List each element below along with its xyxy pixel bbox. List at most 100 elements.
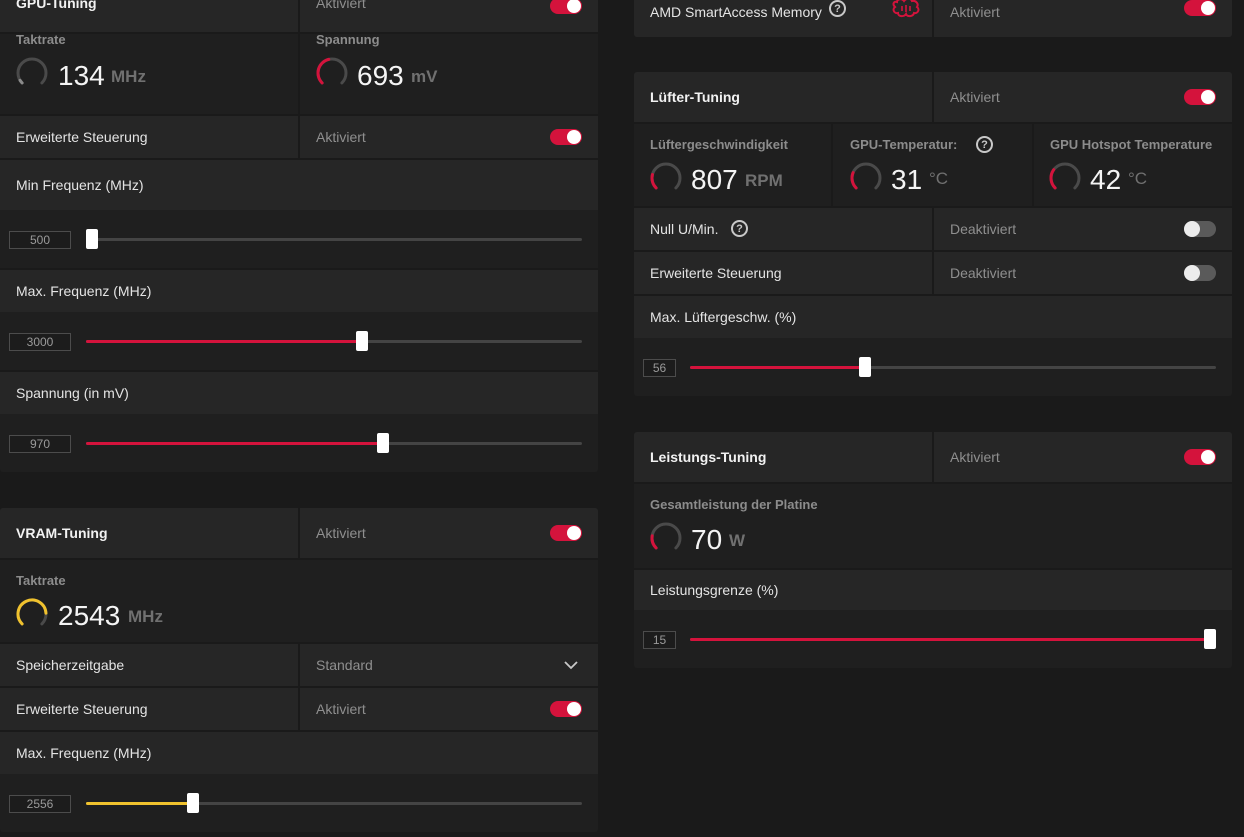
gpu-advanced-state: Aktiviert bbox=[316, 129, 366, 145]
board-power-gauge bbox=[650, 522, 682, 550]
gpu-tuning-state: Aktiviert bbox=[316, 0, 366, 11]
board-power-unit: W bbox=[729, 531, 746, 550]
gpu-advanced-toggle[interactable] bbox=[550, 129, 582, 145]
gpu-advanced-row: Erweiterte Steuerung Aktiviert bbox=[0, 116, 598, 158]
max-fan-thumb[interactable] bbox=[858, 357, 871, 377]
power-tuning-state: Aktiviert bbox=[950, 449, 1000, 465]
gauge-track bbox=[650, 162, 682, 190]
smart-access-toggle[interactable] bbox=[1184, 0, 1216, 16]
gpu-max-freq-slider-row: 3000 bbox=[0, 312, 598, 370]
gauge-fill bbox=[650, 534, 658, 550]
vram-memory-timing-dropdown[interactable]: Standard bbox=[300, 644, 598, 686]
vram-clock-title: Taktrate bbox=[16, 573, 66, 588]
fan-metrics-row: Lüftergeschwindigkeit 807 RPM GPU-Temper… bbox=[634, 124, 1232, 206]
gpu-clock-value: 134 bbox=[58, 60, 105, 91]
zero-rpm-state: Deaktiviert bbox=[950, 221, 1017, 237]
fan-tuning-title: Lüfter-Tuning bbox=[650, 89, 740, 105]
gpu-voltage-slider-label: Spannung (in mV) bbox=[16, 385, 129, 401]
gpu-voltage-slider-row: 970 bbox=[0, 414, 598, 472]
zero-rpm-row: Null U/Min. ? Deaktiviert bbox=[634, 208, 1232, 250]
power-limit-row: Leistungsgrenze (%) bbox=[634, 570, 1232, 610]
fan-tuning-panel: Lüfter-Tuning Aktiviert Lüftergeschwindi… bbox=[634, 72, 1232, 396]
fan-speed-unit: RPM bbox=[745, 171, 783, 190]
max-fan-slider[interactable] bbox=[690, 357, 1216, 377]
help-icon[interactable]: ? bbox=[731, 220, 748, 237]
gpu-metrics-row: Taktrate 134 MHz Spannung 693 mV bbox=[0, 32, 598, 114]
gauge-fill bbox=[16, 598, 48, 626]
brain-chip-icon bbox=[892, 0, 920, 18]
vram-metrics-row: Taktrate 2543 MHz bbox=[0, 560, 598, 642]
fan-advanced-row: Erweiterte Steuerung Deaktiviert bbox=[634, 252, 1232, 294]
gpu-min-freq-thumb[interactable] bbox=[86, 229, 98, 249]
fan-advanced-state: Deaktiviert bbox=[950, 265, 1017, 281]
power-limit-slider[interactable] bbox=[690, 629, 1216, 649]
gauge-track bbox=[16, 57, 48, 85]
gauge-track bbox=[850, 162, 882, 190]
power-metrics-row: Gesamtleistung der Platine 70 W bbox=[634, 484, 1232, 568]
power-tuning-toggle[interactable] bbox=[1184, 449, 1216, 465]
help-icon[interactable]: ? bbox=[829, 0, 846, 17]
vram-advanced-toggle[interactable] bbox=[550, 701, 582, 717]
hotspot-temp-title: GPU Hotspot Temperature bbox=[1050, 137, 1213, 152]
power-limit-input[interactable]: 15 bbox=[643, 631, 676, 649]
zero-rpm-toggle[interactable] bbox=[1184, 221, 1216, 237]
power-limit-slider-row: 15 bbox=[634, 610, 1232, 668]
gpu-min-freq-input[interactable]: 500 bbox=[9, 231, 71, 249]
vram-max-freq-row: Max. Frequenz (MHz) bbox=[0, 732, 598, 774]
help-icon[interactable]: ? bbox=[976, 136, 993, 153]
gpu-max-freq-slider[interactable] bbox=[86, 331, 582, 351]
fan-speed-gauge bbox=[650, 162, 682, 190]
power-tuning-title: Leistungs-Tuning bbox=[650, 449, 767, 465]
power-limit-thumb[interactable] bbox=[1204, 629, 1216, 649]
max-fan-input[interactable]: 56 bbox=[643, 359, 676, 377]
gpu-voltage-title: Spannung bbox=[316, 32, 380, 47]
gpu-voltage-thumb[interactable] bbox=[377, 433, 390, 453]
gauge-fill bbox=[650, 173, 658, 190]
vram-max-freq-thumb[interactable] bbox=[187, 793, 200, 813]
vram-max-freq-input[interactable]: 2556 bbox=[9, 795, 71, 813]
gpu-max-freq-input[interactable]: 3000 bbox=[9, 333, 71, 351]
fan-advanced-toggle[interactable] bbox=[1184, 265, 1216, 281]
gpu-temp-value: 31 bbox=[891, 164, 923, 195]
vram-memory-timing-row: Speicherzeitgabe Standard bbox=[0, 644, 598, 686]
hotspot-temp-gauge bbox=[1049, 162, 1081, 190]
vram-clock-unit: MHz bbox=[128, 607, 163, 626]
vram-tuning-panel: VRAM-Tuning Aktiviert Taktrate 2543 MHz … bbox=[0, 508, 598, 832]
gpu-min-freq-row: Min Frequenz (MHz) bbox=[0, 160, 598, 210]
gpu-voltage-unit: mV bbox=[411, 67, 438, 86]
vram-memory-timing-label: Speicherzeitgabe bbox=[16, 657, 125, 673]
gpu-tuning-header: GPU-Tuning Aktiviert bbox=[0, 0, 598, 32]
gpu-tuning-title: GPU-Tuning bbox=[16, 0, 97, 11]
gpu-temp-unit: °C bbox=[929, 169, 949, 188]
fan-tuning-toggle[interactable] bbox=[1184, 89, 1216, 105]
gpu-min-freq-label: Min Frequenz (MHz) bbox=[16, 177, 144, 193]
vram-tuning-state: Aktiviert bbox=[316, 525, 366, 541]
gpu-voltage-slider-label-row: Spannung (in mV) bbox=[0, 372, 598, 414]
gpu-voltage-slider[interactable] bbox=[86, 433, 582, 453]
vram-max-freq-slider-row: 2556 bbox=[0, 774, 598, 832]
gpu-advanced-label: Erweiterte Steuerung bbox=[16, 129, 148, 145]
gpu-clock-title: Taktrate bbox=[16, 32, 66, 47]
fan-speed-title: Lüftergeschwindigkeit bbox=[650, 137, 788, 152]
gauge-fill bbox=[18, 78, 24, 85]
gpu-voltage-value: 693 bbox=[357, 60, 404, 91]
gpu-temp-gauge bbox=[850, 162, 882, 190]
gpu-tuning-panel: GPU-Tuning Aktiviert Taktrate 134 MHz Sp… bbox=[0, 0, 598, 472]
vram-clock-gauge bbox=[16, 598, 48, 626]
gpu-min-freq-slider[interactable] bbox=[86, 229, 582, 249]
fan-tuning-state: Aktiviert bbox=[950, 89, 1000, 105]
gpu-clock-gauge bbox=[16, 57, 48, 85]
gpu-voltage-input[interactable]: 970 bbox=[9, 435, 71, 453]
gpu-voltage-gauge bbox=[316, 57, 348, 85]
smart-access-state: Aktiviert bbox=[950, 3, 1000, 20]
vram-max-freq-slider[interactable] bbox=[86, 793, 582, 813]
vram-max-freq-label: Max. Frequenz (MHz) bbox=[16, 745, 152, 761]
smart-access-row: AMD SmartAccess Memory ? Aktiviert bbox=[634, 0, 1232, 37]
power-limit-label: Leistungsgrenze (%) bbox=[650, 582, 779, 598]
gpu-temp-title: GPU-Temperatur: bbox=[850, 137, 958, 152]
vram-tuning-title: VRAM-Tuning bbox=[16, 525, 108, 541]
gpu-tuning-toggle[interactable] bbox=[550, 0, 582, 14]
vram-tuning-toggle[interactable] bbox=[550, 525, 582, 541]
max-fan-label: Max. Lüftergeschw. (%) bbox=[650, 309, 797, 325]
gpu-max-freq-thumb[interactable] bbox=[355, 331, 368, 351]
